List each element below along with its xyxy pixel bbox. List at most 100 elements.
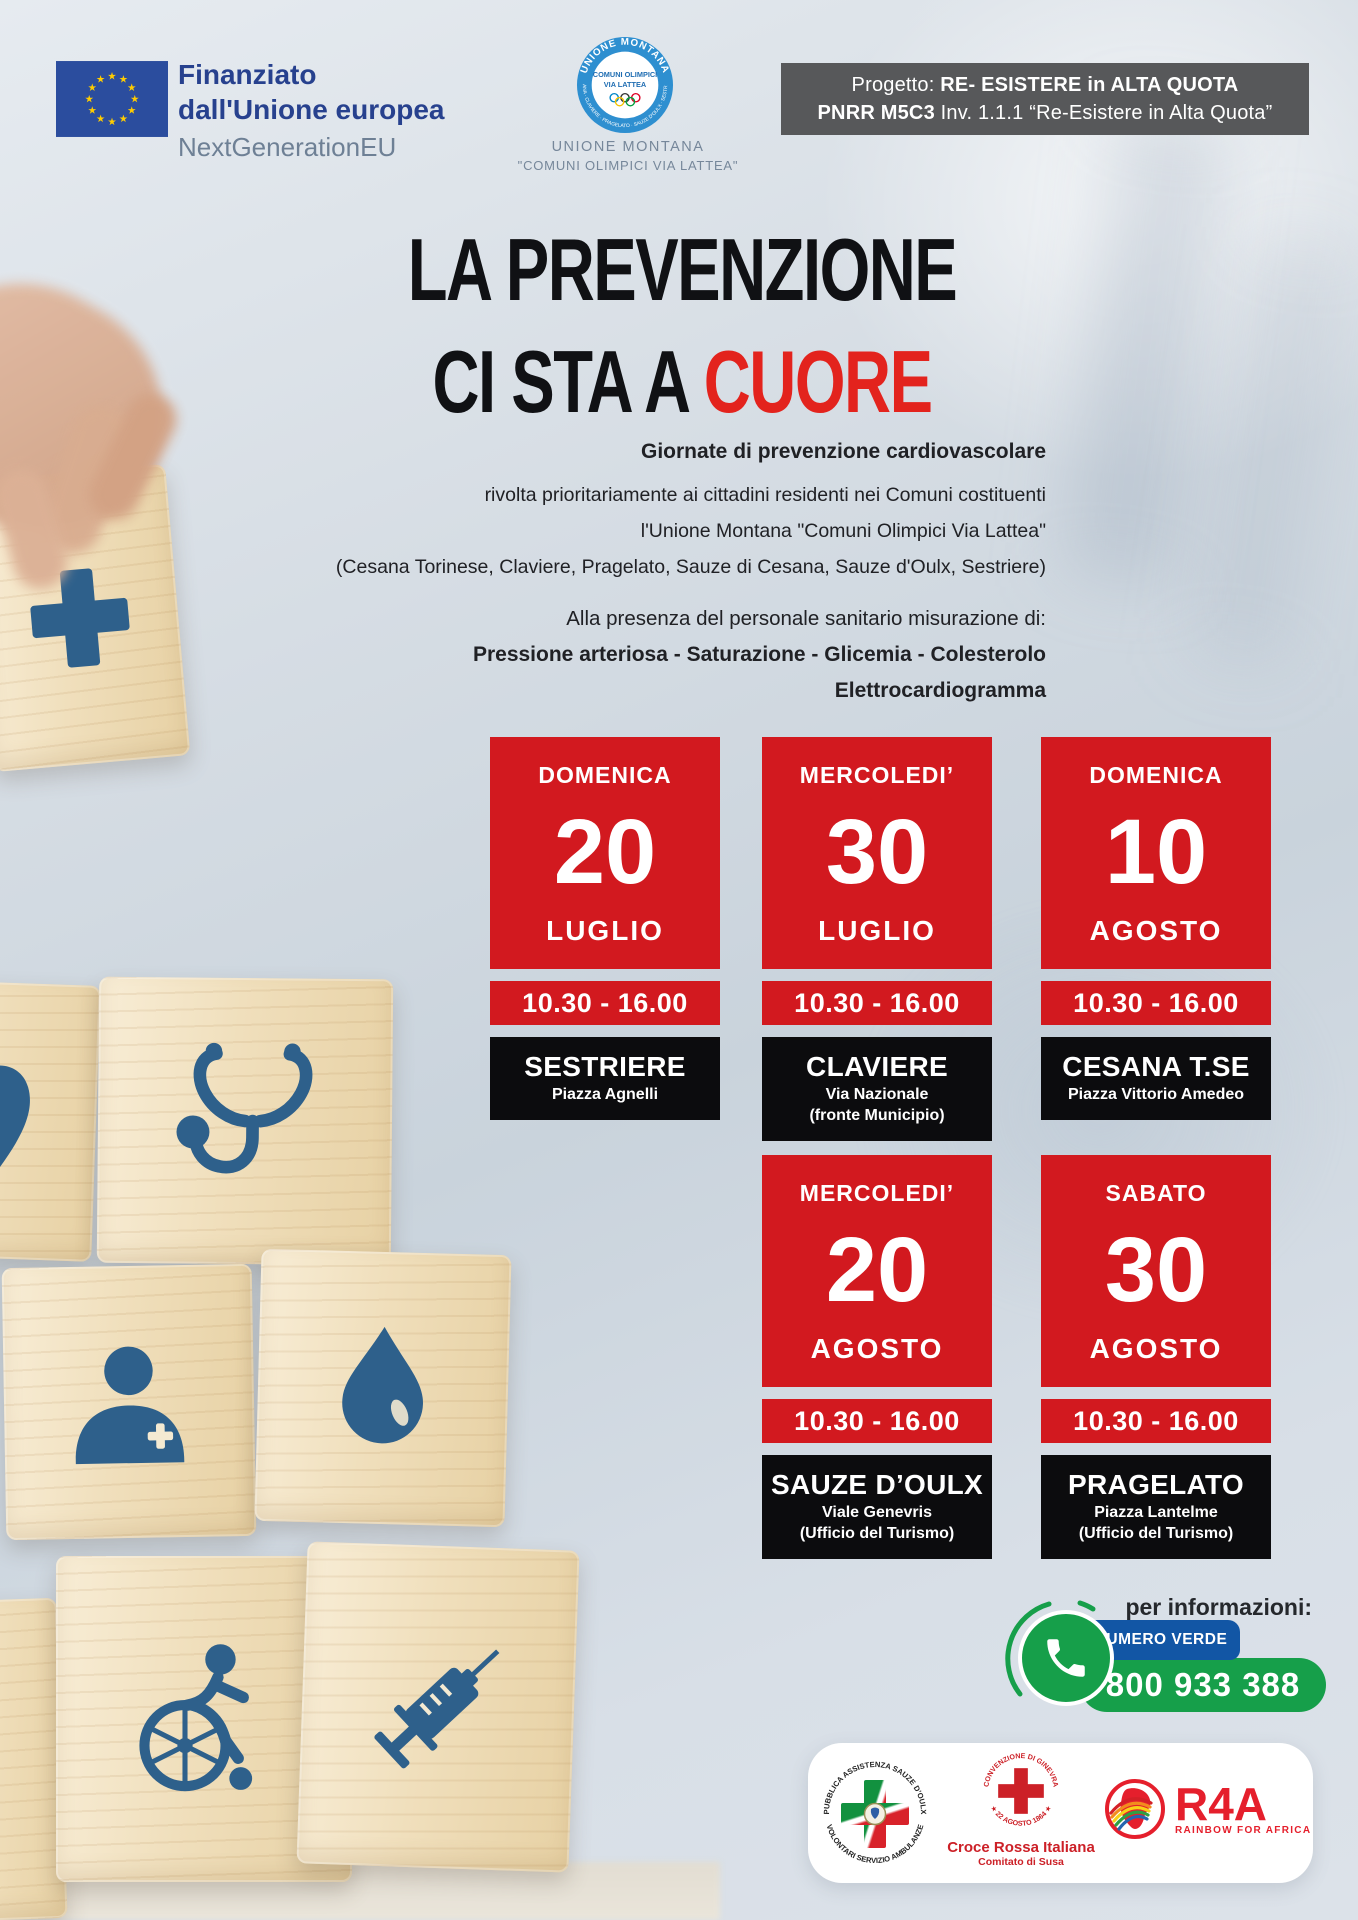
event-day: DOMENICA <box>1089 762 1223 788</box>
intro-line3: l'Unione Montana "Comuni Olimpici Via La… <box>640 520 1046 542</box>
event-location: SESTRIERE <box>524 1051 686 1082</box>
event-location: CESANA T.SE <box>1062 1051 1250 1082</box>
event-date-box: DOMENICA 20 LUGLIO <box>490 737 720 969</box>
project-badge-line2: PNRR M5C3 Inv. 1.1.1 “Re-Esistere in Alt… <box>817 101 1273 124</box>
heart-icon <box>0 1065 30 1170</box>
r4a-name: R4A <box>1175 1777 1268 1830</box>
cri-subtitle: Comitato di Susa <box>978 1856 1064 1868</box>
red-cross-icon <box>998 1768 1044 1814</box>
wooden-block-stethoscope <box>96 976 394 1266</box>
um-caption-line1: UNIONE MONTANA <box>551 139 705 155</box>
background-shade <box>1062 115 1228 585</box>
event-month: LUGLIO <box>818 915 936 946</box>
wooden-block-drop <box>254 1248 512 1528</box>
phone-icon <box>1047 1639 1085 1677</box>
event-location-box: SAUZE D’OULX Viale Genevris (Ufficio del… <box>762 1455 992 1559</box>
event-day: MERCOLEDI’ <box>799 762 955 788</box>
eu-funding-text: Finanziato dall'Unione europea NextGener… <box>178 57 444 164</box>
r4a-globe-icon <box>1105 1779 1165 1839</box>
event-address: Piazza Vittorio Amedeo <box>1067 1086 1245 1103</box>
phone-circle <box>1018 1610 1114 1706</box>
event-location: SAUZE D’OULX <box>770 1469 984 1500</box>
event-time: 10.30 - 16.00 <box>490 981 720 1025</box>
event-date-number: 10 <box>1104 801 1208 903</box>
event-address: Viale Genevris <box>822 1504 932 1521</box>
olympic-rings-icon <box>609 92 641 107</box>
um-center-line2: VIA LATTEA <box>604 80 647 89</box>
event-location: PRAGELATO <box>1068 1469 1244 1500</box>
intro-bold-line: Giornate di prevenzione cardiovascolare <box>641 440 1046 463</box>
wooden-block-person <box>1 1263 257 1541</box>
intro-text: Giornate di prevenzione cardiovascolare … <box>240 440 1046 585</box>
wooden-block-heart <box>0 978 101 1262</box>
event-card-cesana: DOMENICA 10 AGOSTO 10.30 - 16.00 CESANA … <box>1041 737 1271 1120</box>
intro-line4: (Cesana Torinese, Claviere, Pragelato, S… <box>335 556 1046 578</box>
um-caption-line2: "COMUNI OLIMPICI VIA LATTEA" <box>517 158 739 173</box>
person-icon <box>75 1346 185 1465</box>
event-time: 10.30 - 16.00 <box>762 981 992 1025</box>
event-date-box: MERCOLEDI’ 30 LUGLIO <box>762 737 992 969</box>
event-month: AGOSTO <box>1089 915 1223 946</box>
plus-icon <box>30 568 130 668</box>
wooden-block-plus <box>0 464 191 772</box>
nextgeneration-eu-label: NextGenerationEU <box>178 132 397 162</box>
croce-rossa-emblem: CONVENZIONE DI GINEVRA ★ 22 AGOSTO 1864 … <box>980 1750 1062 1832</box>
event-card-sauze-doulx: MERCOLEDI’ 20 AGOSTO 10.30 - 16.00 SAUZE… <box>762 1155 992 1559</box>
event-card-sestriere: DOMENICA 20 LUGLIO 10.30 - 16.00 SESTRIE… <box>490 737 720 1120</box>
partners-panel: PUBBLICA ASSISTENZA SAUZE D'OULX VOLONTA… <box>808 1743 1313 1883</box>
event-date-number: 20 <box>825 1219 929 1321</box>
event-address: Piazza Agnelli <box>551 1086 659 1103</box>
numero-verde-label: NUMERO VERDE <box>1082 1620 1240 1660</box>
eu-flag-logo <box>56 61 168 137</box>
event-date-box: SABATO 30 AGOSTO <box>1041 1155 1271 1387</box>
event-address-2: (Ufficio del Turismo) <box>1078 1525 1234 1542</box>
phone-arcs-decor <box>1005 1600 1096 1697</box>
syringe-icon <box>374 1649 500 1769</box>
measurements-line2: Pressione arteriosa - Saturazione - Glic… <box>472 643 1046 666</box>
unione-montana-logo: UNIONE MONTANA CESANA · CLAVIERE · PRAGE… <box>576 36 674 134</box>
title-line1: LA PREVENZIONE <box>407 220 958 319</box>
measurements-line3: Elettrocardiogramma <box>834 679 1046 702</box>
event-location-box: CESANA T.SE Piazza Vittorio Amedeo <box>1041 1037 1271 1120</box>
event-day: DOMENICA <box>538 762 672 788</box>
event-location-box: CLAVIERE Via Nazionale (fronte Municipio… <box>762 1037 992 1141</box>
info-label: per informazioni: <box>1125 1594 1312 1620</box>
cri-name: Croce Rossa Italiana <box>947 1839 1095 1856</box>
project-badge-line1: Progetto: RE- ESISTERE in ALTA QUOTA <box>851 73 1239 96</box>
event-location-box: SESTRIERE Piazza Agnelli <box>490 1037 720 1120</box>
eu-funding-line1: Finanziato <box>178 59 317 90</box>
event-time: 10.30 - 16.00 <box>1041 981 1271 1025</box>
page-title: LA PREVENZIONE CI STA A CUORE <box>292 214 1072 438</box>
event-address: Via Nazionale <box>825 1086 929 1103</box>
event-address-2: (fronte Municipio) <box>809 1107 945 1124</box>
event-location: CLAVIERE <box>806 1051 948 1082</box>
pubblica-assistenza-logo: PUBBLICA ASSISTENZA SAUZE D'OULX VOLONTA… <box>822 1760 928 1865</box>
unione-montana-caption: UNIONE MONTANA "COMUNI OLIMPICI VIA LATT… <box>490 138 766 175</box>
measurements-text: Alla presenza del personale sanitario mi… <box>240 601 1046 709</box>
event-date-number: 20 <box>553 801 657 903</box>
event-month: AGOSTO <box>810 1333 944 1364</box>
croce-rossa-logo: CONVENZIONE DI GINEVRA ★ 22 AGOSTO 1864 … <box>946 1749 1096 1868</box>
event-month: AGOSTO <box>1089 1333 1223 1364</box>
background-shade <box>1192 235 1348 665</box>
intro-line2: rivolta prioritariamente ai cittadini re… <box>484 484 1046 506</box>
project-badge: Progetto: RE- ESISTERE in ALTA QUOTA PNR… <box>781 63 1309 135</box>
event-month: LUGLIO <box>546 915 664 946</box>
numero-verde-badge: 800 933 388 NUMERO VERDE <box>1005 1600 1326 1722</box>
event-time: 10.30 - 16.00 <box>1041 1399 1271 1443</box>
event-day: SABATO <box>1105 1180 1207 1206</box>
event-location-box: PRAGELATO Piazza Lantelme (Ufficio del T… <box>1041 1455 1271 1559</box>
measurements-line1: Alla presenza del personale sanitario mi… <box>566 607 1046 630</box>
phone-number: 800 933 388 <box>1080 1658 1326 1712</box>
stethoscope-icon <box>176 1042 313 1174</box>
event-date-box: DOMENICA 10 AGOSTO <box>1041 737 1271 969</box>
event-date-box: MERCOLEDI’ 20 AGOSTO <box>762 1155 992 1387</box>
event-address-2: (Ufficio del Turismo) <box>799 1525 955 1542</box>
r4a-logo: R4A RAINBOW FOR AFRICA <box>1103 1777 1311 1841</box>
eu-funding-line2: dall'Unione europea <box>178 94 445 125</box>
event-date-number: 30 <box>825 801 929 903</box>
title-highlight: CUORE <box>703 332 933 431</box>
event-address: Piazza Lantelme <box>1094 1504 1218 1521</box>
um-center-line1: COMUNI OLIMPICI <box>593 70 657 79</box>
